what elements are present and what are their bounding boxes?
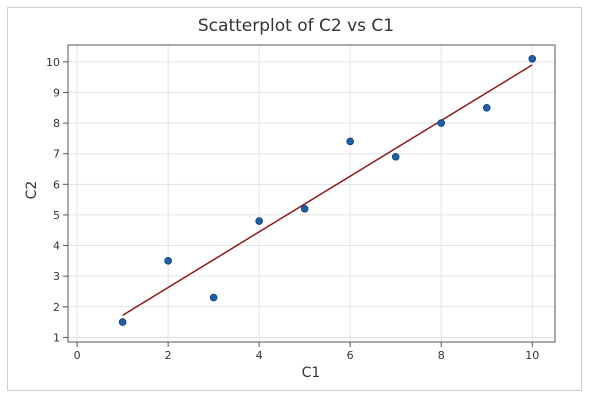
data-point — [346, 137, 354, 146]
y-tick-label: 3 — [53, 270, 60, 283]
chart-frame — [7, 7, 582, 391]
grid-lines — [68, 45, 555, 342]
data-point — [482, 103, 491, 112]
y-tick-label: 10 — [46, 56, 60, 69]
x-tick-label: 0 — [74, 349, 81, 362]
x-axis: 0 2 4 6 8 10 — [74, 342, 539, 362]
y-tick-label: 8 — [53, 117, 60, 130]
fit-line-group — [122, 64, 533, 317]
x-tick-label: 10 — [525, 349, 539, 362]
chart-title: Scatterplot of C2 vs C1 — [198, 16, 394, 36]
y-tick-label: 4 — [53, 240, 60, 253]
y-axis: 1 2 3 4 5 6 7 8 9 10 — [46, 56, 68, 344]
data-points — [118, 54, 537, 326]
data-point — [118, 318, 127, 326]
x-tick-label: 4 — [256, 349, 263, 362]
y-tick-label: 7 — [53, 148, 60, 161]
plot-area — [67, 44, 556, 343]
y-tick-label: 9 — [53, 86, 60, 99]
data-point — [391, 152, 400, 161]
data-point — [164, 257, 172, 265]
data-point — [528, 54, 537, 63]
data-point — [255, 217, 263, 225]
y-tick-label: 5 — [53, 209, 60, 222]
x-tick-label: 6 — [347, 349, 354, 362]
fit-line — [122, 64, 533, 317]
x-tick-label: 8 — [438, 349, 445, 362]
y-axis-label: C2 — [24, 181, 40, 200]
y-tick-label: 1 — [53, 331, 60, 344]
y-tick-label: 2 — [53, 301, 60, 314]
x-tick-label: 2 — [165, 349, 172, 362]
y-tick-label: 6 — [53, 178, 60, 191]
data-point — [300, 205, 309, 213]
x-axis-label: C1 — [302, 365, 321, 381]
data-point — [209, 293, 218, 302]
data-point — [437, 119, 446, 127]
